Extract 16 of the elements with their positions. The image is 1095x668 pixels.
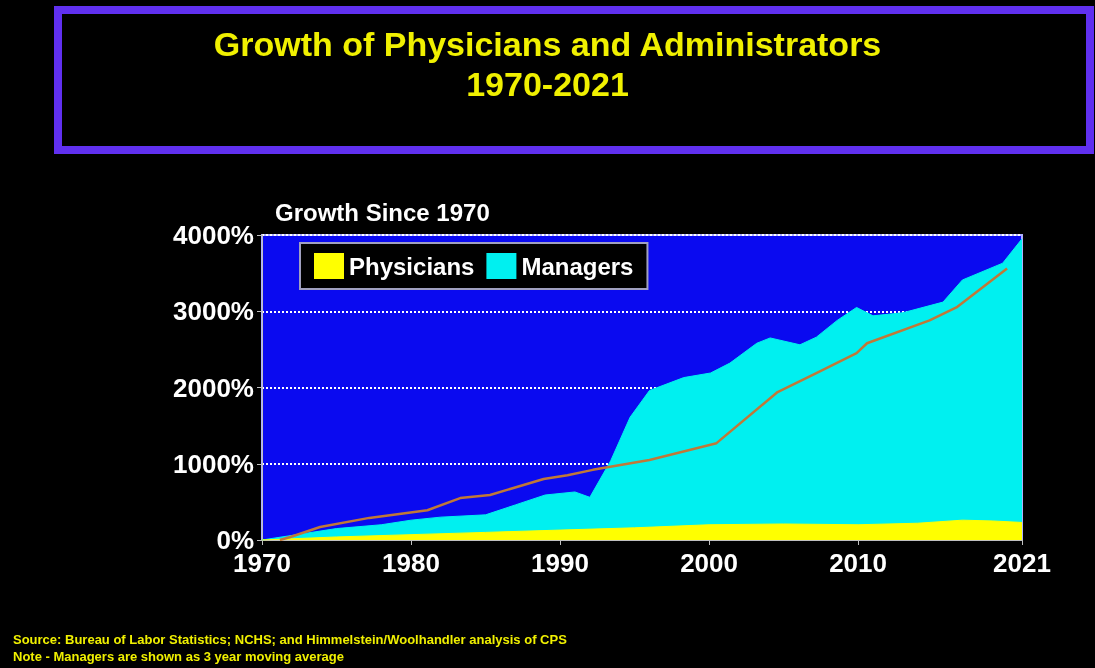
chart-title: Growth of Physicians and Administrators — [213, 25, 882, 63]
source-note: Source: Bureau of Labor Statistics; NCHS; and Himmelstein/Woolhandler analysis of CPS — [13, 632, 568, 647]
y-tick-label: 1000% — [173, 448, 254, 479]
y-tick-label: 4000% — [173, 220, 254, 250]
legend-label: Managers — [521, 252, 634, 280]
legend-label: Physicians — [349, 252, 475, 280]
x-tick-label: 2021 — [993, 548, 1051, 578]
y-axis-title: Growth Since 1970 — [275, 198, 490, 226]
y-tick-label: 2000% — [173, 372, 254, 403]
x-tick-label: 1980 — [382, 548, 440, 578]
x-tick-label: 1990 — [531, 548, 589, 578]
chart-subtitle: 1970-2021 — [466, 65, 629, 103]
text: Note - Managers are shown as 3 year moving average — [13, 649, 344, 664]
x-tick-label: 2000 — [680, 548, 738, 578]
y-tick-label: 3000% — [173, 296, 254, 327]
x-tick-label: 2010 — [829, 548, 887, 578]
